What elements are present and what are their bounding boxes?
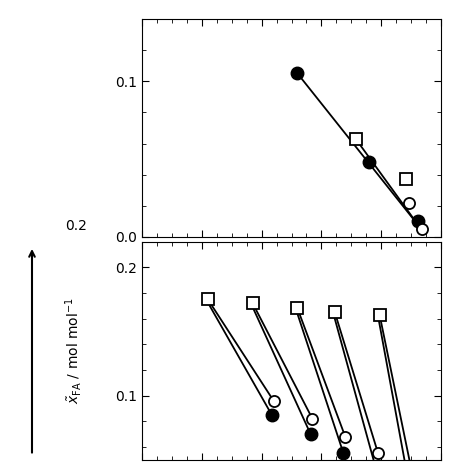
Text: $\tilde{x}$: $\tilde{x}$ (70, 0, 83, 1)
Text: 0.2: 0.2 (65, 219, 87, 233)
Text: $\tilde{x}_{\mathrm{FA}}\ /\ \mathrm{mol\ mol}^{-1}$: $\tilde{x}_{\mathrm{FA}}\ /\ \mathrm{mol… (63, 297, 84, 404)
